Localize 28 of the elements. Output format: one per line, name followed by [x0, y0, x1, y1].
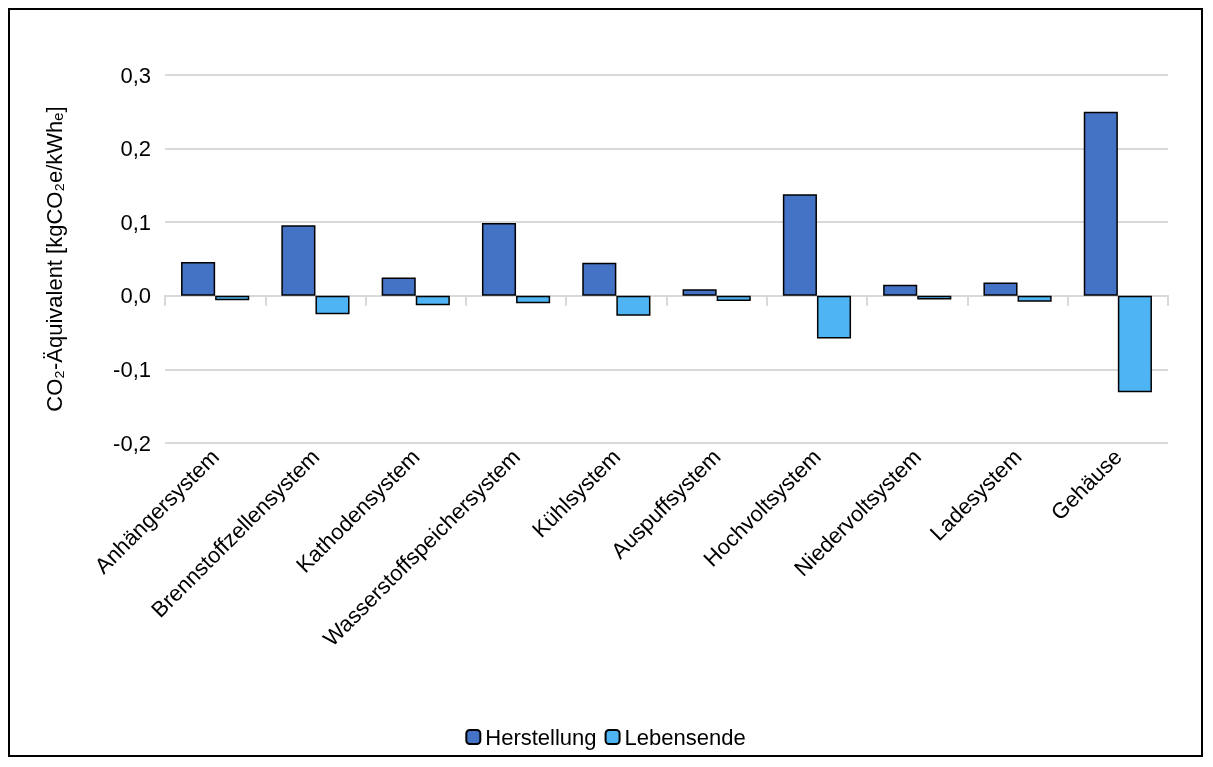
bar [816, 295, 852, 339]
bar [181, 261, 216, 296]
y-axis-title: CO₂-Äquivalent [kgCO₂e/kWhₑ] [41, 106, 67, 412]
bar [682, 289, 717, 296]
legend-label: Herstellung [485, 724, 597, 750]
bar [516, 295, 551, 304]
bar [983, 282, 1018, 296]
bar [883, 284, 918, 296]
bar [215, 295, 250, 301]
y-tick-label: -0,1 [113, 356, 151, 382]
bar [415, 295, 450, 306]
bar [716, 295, 751, 301]
y-tick-label: 0,0 [120, 283, 151, 309]
y-tick-label: 0,1 [120, 209, 151, 235]
bar [315, 295, 350, 315]
bar [481, 222, 517, 296]
bar [1117, 295, 1152, 393]
bar [281, 225, 316, 296]
y-tick-label: 0,2 [120, 136, 151, 162]
y-tick-label: -0,2 [113, 430, 151, 456]
bar [1017, 295, 1052, 302]
bar [782, 194, 817, 296]
bar [1083, 111, 1118, 296]
bar [582, 262, 617, 296]
bar [381, 277, 416, 296]
y-tick-label: 0,3 [120, 62, 151, 88]
bar [616, 295, 651, 316]
legend-label: Lebensende [624, 724, 746, 750]
